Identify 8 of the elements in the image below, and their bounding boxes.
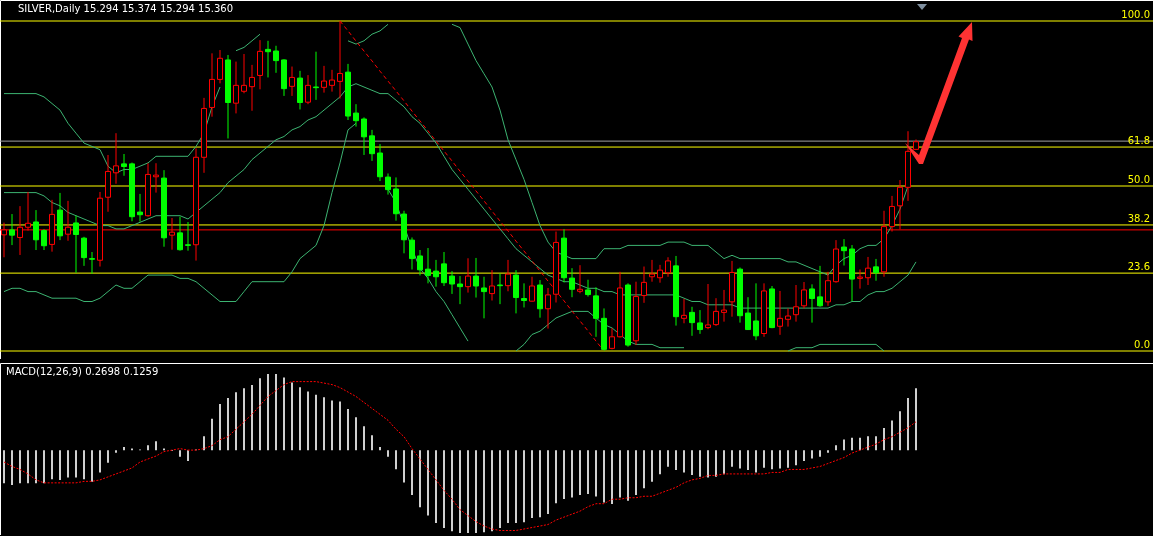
ref-line-label: 23.6 xyxy=(1127,261,1150,273)
ref-line-label: 50.0 xyxy=(1127,174,1150,185)
ref-line-label: 0.0 xyxy=(1134,339,1150,350)
chart-title: SILVER,Daily 15.294 15.374 15.294 15.360 xyxy=(18,3,234,14)
ref-line-label: 38.2 xyxy=(1127,212,1150,224)
ref-line-label: 61.8 xyxy=(1127,135,1150,147)
ref-line-label: 100.0 xyxy=(1121,9,1150,20)
chart-title: MACD(12,26,9) 0.2698 0.1259 xyxy=(6,366,159,377)
